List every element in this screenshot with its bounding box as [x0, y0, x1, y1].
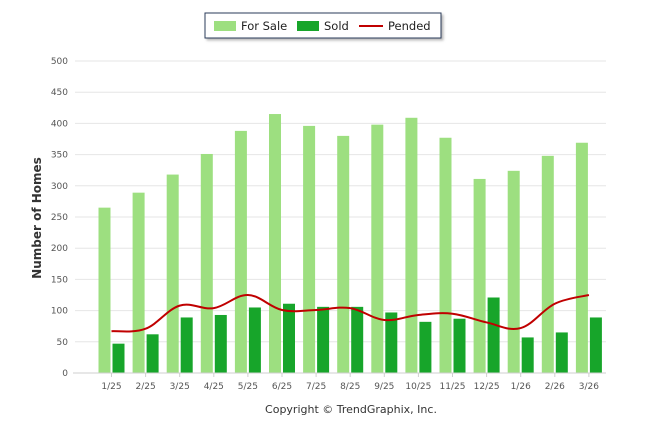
bar-for-sale[interactable]	[405, 117, 418, 373]
bar-for-sale[interactable]	[269, 114, 281, 373]
pended-line[interactable]	[111, 293, 590, 333]
bar-sold[interactable]	[385, 312, 398, 373]
y-tick-label: 250	[51, 213, 68, 223]
x-tick-label: 4/25	[204, 382, 224, 392]
x-tick-label: 2/25	[135, 382, 155, 392]
bar-sold[interactable]	[487, 297, 500, 373]
x-tick-label: 12/25	[474, 382, 500, 392]
bar-sold[interactable]	[248, 307, 261, 373]
legend: For Sale Sold Pended	[204, 12, 442, 39]
x-tick-label: 5/25	[238, 382, 258, 392]
legend-swatch-sold[interactable]	[297, 21, 319, 31]
x-tick-label: 6/25	[272, 382, 292, 392]
x-tick-label: 3/25	[170, 382, 190, 392]
y-tick-label: 500	[51, 57, 68, 67]
x-tick-label: 2/26	[545, 382, 565, 392]
legend-swatch-for-sale[interactable]	[214, 21, 236, 31]
bars	[98, 114, 602, 373]
bar-for-sale[interactable]	[337, 135, 350, 373]
y-axis-title: Number of Homes	[30, 157, 44, 279]
x-tick-label: 11/25	[440, 382, 466, 392]
bar-sold[interactable]	[521, 337, 534, 373]
bar-for-sale[interactable]	[473, 178, 486, 373]
bar-for-sale[interactable]	[234, 130, 247, 373]
y-tick-label: 0	[62, 369, 68, 379]
bar-for-sale[interactable]	[575, 142, 588, 373]
x-axis-ticks: 1/25 2/25 3/25 4/25 5/25 6/25 7/25 8/25 9/25 10/2…	[101, 373, 599, 392]
legend-label-pended[interactable]: Pended	[388, 19, 431, 33]
legend-label-for-sale[interactable]: For Sale	[241, 19, 287, 33]
x-tick-label: 8/25	[340, 382, 360, 392]
y-tick-label: 400	[51, 119, 68, 129]
bar-sold[interactable]	[112, 343, 125, 373]
x-tick-label: 1/25	[101, 382, 121, 392]
x-tick-label: 7/25	[306, 382, 326, 392]
bar-for-sale[interactable]	[439, 137, 452, 373]
bar-sold[interactable]	[419, 321, 432, 373]
bar-for-sale[interactable]	[507, 170, 520, 373]
x-tick-label: 1/26	[511, 382, 531, 392]
x-tick-label: 10/25	[405, 382, 431, 392]
y-axis-ticks: 0 50 100 150 200 250 300 350 400 450 500	[51, 57, 68, 379]
y-tick-label: 450	[51, 88, 68, 98]
bar-sold[interactable]	[146, 334, 159, 373]
y-tick-label: 100	[51, 307, 68, 317]
bar-sold[interactable]	[283, 303, 295, 373]
legend-box	[204, 12, 442, 39]
bar-sold[interactable]	[214, 314, 227, 373]
bar-for-sale[interactable]	[132, 192, 145, 373]
bar-sold[interactable]	[453, 318, 466, 373]
bar-sold[interactable]	[589, 317, 602, 373]
bar-for-sale[interactable]	[98, 207, 111, 373]
copyright-text: Copyright © TrendGraphix, Inc.	[265, 403, 437, 416]
bar-for-sale[interactable]	[541, 155, 554, 373]
x-tick-label: 3/26	[579, 382, 599, 392]
y-tick-label: 200	[51, 244, 68, 254]
y-tick-label: 350	[51, 151, 68, 161]
legend-label-sold[interactable]: Sold	[324, 19, 349, 33]
y-tick-label: 50	[57, 338, 69, 348]
bar-for-sale[interactable]	[371, 124, 384, 373]
bar-for-sale[interactable]	[166, 174, 179, 373]
x-tick-label: 9/25	[374, 382, 394, 392]
bar-sold[interactable]	[351, 306, 364, 373]
bar-for-sale[interactable]	[303, 125, 316, 373]
bar-for-sale[interactable]	[200, 153, 213, 373]
bar-sold[interactable]	[555, 332, 568, 373]
y-tick-label: 150	[51, 275, 68, 285]
bar-sold[interactable]	[317, 306, 330, 373]
y-tick-label: 300	[51, 182, 68, 192]
pended-line-layer	[111, 293, 590, 333]
bar-sold[interactable]	[180, 317, 193, 373]
